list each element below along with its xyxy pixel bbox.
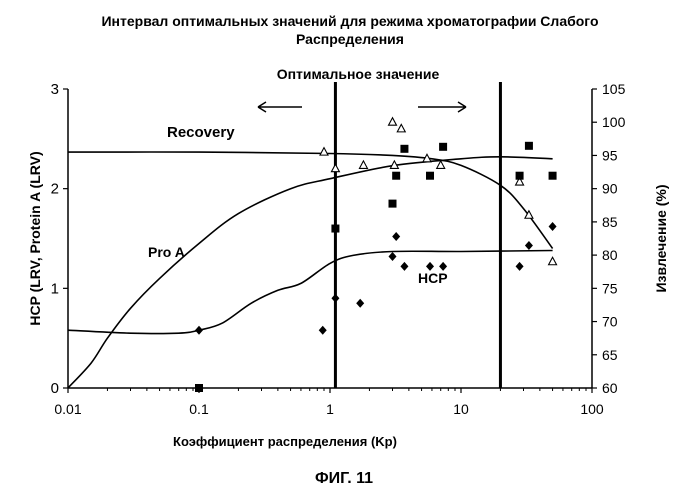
figure-caption: ФИГ. 11 bbox=[0, 470, 688, 488]
optimal-range-lines: Оптимальное значение bbox=[258, 66, 500, 388]
y-right-tick-label: 65 bbox=[602, 347, 618, 363]
x-tick-label: 0.01 bbox=[54, 401, 81, 417]
x-axis-label: Коэффициент распределения (Kp) bbox=[173, 434, 397, 449]
y-right-tick-label: 90 bbox=[602, 181, 618, 197]
x-tick-label: 0.1 bbox=[189, 401, 209, 417]
curve-recovery bbox=[68, 152, 553, 248]
protein-a-marker bbox=[426, 172, 434, 180]
hcp-marker bbox=[331, 294, 339, 303]
y-left-tick-label: 3 bbox=[51, 81, 59, 98]
hcp-marker bbox=[525, 241, 533, 250]
data-markers bbox=[195, 118, 557, 392]
y-left-tick-label: 2 bbox=[51, 181, 59, 198]
arrow-left bbox=[258, 102, 302, 112]
y-right-tick-label: 60 bbox=[602, 380, 618, 396]
y-right-tick-label: 80 bbox=[602, 247, 618, 263]
protein-a-marker bbox=[525, 142, 533, 150]
arrow-right bbox=[418, 102, 466, 112]
protein-a-marker bbox=[392, 172, 400, 180]
protein-a-marker bbox=[331, 225, 339, 233]
curve-pro-a bbox=[68, 157, 553, 388]
chart-svg: 0.01 0.1 1 10 100 0 1 2 3 60 65 70 75 80 85 90 95 100 105 К… bbox=[0, 0, 688, 470]
x-tick-label: 100 bbox=[580, 401, 604, 417]
y-right-axis-label: Извлечение (%) bbox=[653, 184, 669, 292]
y-left-tick-label: 1 bbox=[51, 280, 59, 297]
y-left-tick-label: 0 bbox=[51, 380, 59, 397]
recovery-marker bbox=[359, 161, 367, 169]
recovery-marker bbox=[437, 161, 445, 169]
recovery-marker bbox=[549, 257, 557, 265]
y-right-tick-label: 75 bbox=[602, 280, 618, 296]
hcp-marker bbox=[516, 262, 524, 271]
y-left-axis-label: HCP (LRV, Protein A (LRV) bbox=[27, 151, 43, 325]
trend-curves bbox=[68, 152, 553, 388]
hcp-marker bbox=[195, 326, 203, 335]
pro-a-annotation: Pro A bbox=[148, 244, 185, 260]
hcp-marker bbox=[356, 299, 364, 308]
recovery-marker bbox=[331, 164, 339, 172]
protein-a-marker bbox=[400, 145, 408, 153]
hcp-annotation: HCP bbox=[418, 270, 448, 286]
x-tick-label: 1 bbox=[326, 401, 334, 417]
y-right-tick-label: 100 bbox=[602, 114, 626, 130]
hcp-marker bbox=[392, 232, 400, 241]
y-right-tick-label: 85 bbox=[602, 214, 618, 230]
optimal-range-label: Оптимальное значение bbox=[277, 66, 440, 82]
hcp-marker bbox=[549, 222, 557, 231]
protein-a-marker bbox=[389, 200, 397, 208]
y-right-tick-label: 105 bbox=[602, 81, 626, 97]
protein-a-marker bbox=[195, 384, 203, 392]
axes: 0.01 0.1 1 10 100 0 1 2 3 60 65 70 75 80 85 90 95 100 105 К… bbox=[27, 81, 669, 449]
y-right-tick-label: 95 bbox=[602, 147, 618, 163]
x-tick-label: 10 bbox=[453, 401, 469, 417]
protein-a-marker bbox=[549, 172, 557, 180]
recovery-marker bbox=[397, 124, 405, 132]
recovery-marker bbox=[389, 118, 397, 126]
protein-a-marker bbox=[439, 143, 447, 151]
hcp-marker bbox=[400, 262, 408, 271]
recovery-marker bbox=[320, 148, 328, 156]
protein-a-marker bbox=[516, 172, 524, 180]
hcp-marker bbox=[389, 252, 397, 261]
recovery-annotation: Recovery bbox=[167, 124, 235, 141]
curve-hcp bbox=[68, 251, 553, 334]
y-right-tick-label: 70 bbox=[602, 314, 618, 330]
hcp-marker bbox=[319, 326, 327, 335]
